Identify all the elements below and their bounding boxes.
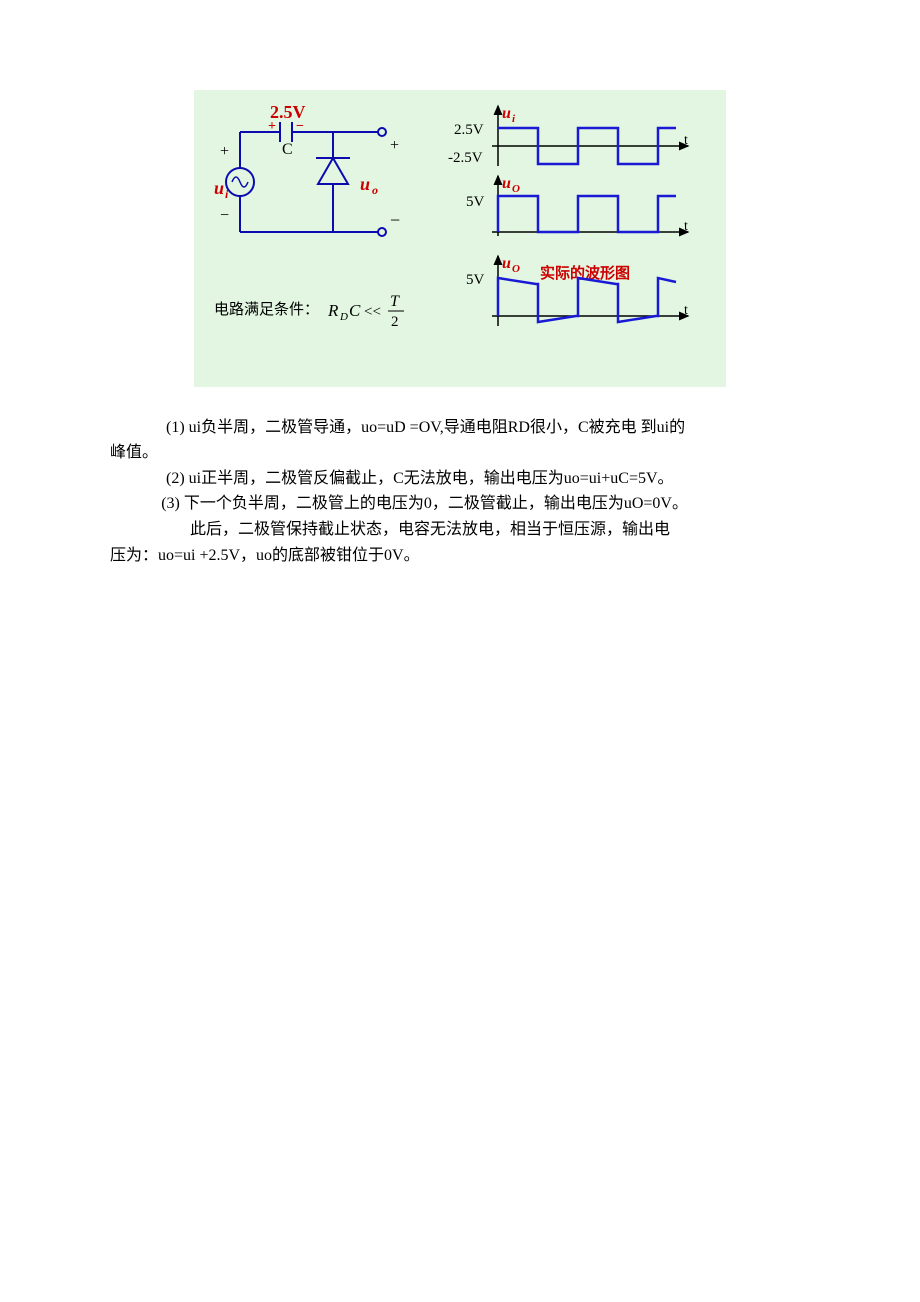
- svg-text:u: u: [360, 174, 370, 194]
- svg-text:+: +: [220, 143, 229, 160]
- svg-text:+: +: [268, 119, 276, 134]
- svg-text:5V: 5V: [466, 272, 485, 288]
- svg-text:u: u: [502, 105, 511, 122]
- wave-ui: u i 2.5V -2.5V t: [448, 105, 688, 166]
- svg-text:C: C: [349, 301, 361, 320]
- cap-label: C: [282, 141, 293, 158]
- svg-text:u: u: [502, 175, 511, 192]
- figure-svg: 2.5V + − C + − u i + − u o 电路满足条件： R: [208, 104, 708, 364]
- svg-text:i: i: [512, 113, 516, 125]
- svg-text:R: R: [327, 301, 339, 320]
- para-1b: 峰值。: [110, 440, 810, 466]
- svg-text:−: −: [390, 210, 400, 230]
- svg-text:2.5V: 2.5V: [454, 122, 484, 138]
- svg-text:u: u: [214, 178, 224, 198]
- svg-text:5V: 5V: [466, 194, 485, 210]
- svg-text:2: 2: [391, 314, 399, 330]
- svg-text:-2.5V: -2.5V: [448, 150, 483, 166]
- svg-text:o: o: [372, 183, 378, 197]
- svg-text:t: t: [684, 133, 688, 148]
- wave-uo-real: u O 5V 实际的波形图 t: [466, 255, 688, 326]
- svg-text:T: T: [390, 293, 400, 310]
- body-text: (1) ui负半周，二极管导通，uo=uD =OV,导通电阻RD很小，C被充电 …: [110, 415, 810, 569]
- svg-text:<<: <<: [364, 304, 381, 320]
- para-4: 此后，二极管保持截止状态，电容无法放电，相当于恒压源，输出电: [110, 517, 810, 543]
- condition-prefix: 电路满足条件：: [214, 301, 319, 318]
- circuit-diagram: 2.5V + − C + − u i + − u o 电路满足条件： R: [214, 104, 404, 330]
- para-5: 压为：uo=ui +2.5V，uo的底部被钳位于0V。: [110, 543, 810, 569]
- svg-text:u: u: [502, 255, 511, 272]
- para-3: (3) 下一个负半周，二极管上的电压为0，二极管截止，输出电压为uO=0V。: [110, 491, 810, 517]
- wave-uo-ideal: u O 5V t: [466, 175, 688, 236]
- para-1a: (1) ui负半周，二极管导通，uo=uD =OV,导通电阻RD很小，C被充电 …: [110, 415, 810, 441]
- svg-text:t: t: [684, 219, 688, 234]
- svg-text:−: −: [220, 207, 229, 224]
- para-2: (2) ui正半周，二极管反偏截止，C无法放电，输出电压为uo=ui+uC=5V…: [110, 466, 810, 492]
- svg-text:t: t: [684, 303, 688, 318]
- svg-text:O: O: [512, 263, 520, 275]
- svg-text:+: +: [390, 137, 399, 154]
- figure-panel: 2.5V + − C + − u i + − u o 电路满足条件： R: [194, 90, 726, 387]
- waveforms: u i 2.5V -2.5V t u O 5V t: [448, 105, 688, 326]
- svg-text:D: D: [339, 311, 348, 323]
- svg-text:−: −: [296, 119, 304, 134]
- svg-text:O: O: [512, 183, 520, 195]
